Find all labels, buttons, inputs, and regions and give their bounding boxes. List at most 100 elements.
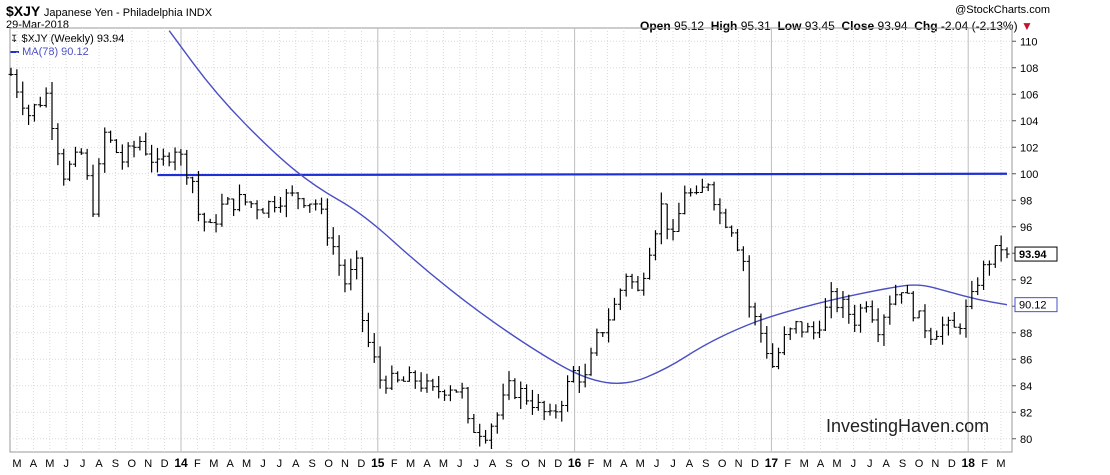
y-tick-label: 86 [1020, 354, 1032, 366]
grid-layer [9, 27, 1013, 453]
high-label: High [710, 19, 738, 33]
x-tick-label: J [867, 458, 873, 470]
y-tick-label: 104 [1020, 116, 1038, 128]
last-price-label: 93.94 [1019, 249, 1047, 261]
x-tick-label: S [112, 458, 119, 470]
x-tick-label: A [686, 458, 694, 470]
x-tick-label: A [883, 458, 891, 470]
chg-label: Chg [914, 19, 938, 33]
resistance-layer [157, 172, 1008, 177]
chart-header: $XJY Japanese Yen - Philadelphia INDX [6, 3, 212, 19]
x-tick-label: F [194, 458, 201, 470]
x-tick-label: F [391, 458, 398, 470]
axis-layer: 80828486889092949698100102104106108110MA… [12, 36, 1038, 470]
y-tick-label: 108 [1020, 63, 1038, 75]
x-tick-label: A [292, 458, 300, 470]
ma-value-box [1014, 297, 1058, 313]
chart-symbol: $XJY [6, 3, 41, 19]
y-tick-label: 82 [1020, 407, 1032, 419]
down-arrow-icon: ▼ [1020, 19, 1033, 33]
ma-layer [168, 30, 1008, 385]
x-tick-label: M [209, 458, 218, 470]
ohlc-readout: Open 95.12 High 95.31 Low 93.45 Close 93… [640, 19, 1033, 33]
x-tick-label: S [702, 458, 709, 470]
x-tick-label: J [80, 458, 86, 470]
x-tick-label: D [554, 458, 562, 470]
x-tick-label: J [851, 458, 857, 470]
x-tick-label: D [161, 458, 169, 470]
y-tick-label: 106 [1020, 89, 1038, 101]
x-tick-label: A [227, 458, 235, 470]
x-tick-label: A [620, 458, 628, 470]
x-tick-label: S [505, 458, 512, 470]
legend: ↧ $XJY (Weekly) 93.94 MA(78) 90.12 [10, 33, 124, 59]
legend-ma-label: MA(78) 90.12 [22, 46, 89, 58]
x-tick-label: O [521, 458, 530, 470]
x-tick-label: J [670, 458, 676, 470]
x-tick-label: J [654, 458, 660, 470]
source-credit: @StockCharts.com [955, 4, 1050, 16]
y-tick-label: 84 [1020, 381, 1032, 393]
x-tick-label: F [784, 458, 791, 470]
y-tick-label: 110 [1020, 36, 1038, 48]
price-bars-layer [8, 67, 1010, 449]
x-tick-label: S [899, 458, 906, 470]
x-tick-label: A [423, 458, 431, 470]
ohlc-bar-icon: ↧ [10, 34, 19, 45]
x-tick-label: S [309, 458, 316, 470]
legend-price: ↧ $XJY (Weekly) 93.94 [10, 33, 124, 46]
x-tick-label: D [751, 458, 759, 470]
x-tick-label: F [981, 458, 988, 470]
low-value: 93.45 [804, 19, 835, 33]
x-tick-label: M [12, 458, 21, 470]
x-tick-label: 15 [371, 456, 385, 470]
plot-frame [9, 27, 1013, 453]
legend-price-label: $XJY (Weekly) 93.94 [21, 33, 125, 45]
y-tick-label: 80 [1020, 434, 1032, 446]
y-tick-label: 100 [1020, 169, 1038, 181]
x-tick-label: O [915, 458, 924, 470]
x-tick-label: M [603, 458, 612, 470]
legend-ma: MA(78) 90.12 [10, 46, 124, 59]
chg-value: -2.04 (-2.13%) [940, 19, 1018, 33]
watermark: InvestingHaven.com [826, 416, 990, 436]
y-tick-label: 96 [1020, 222, 1032, 234]
x-tick-label: N [341, 458, 349, 470]
x-tick-label: N [735, 458, 743, 470]
x-tick-label: M [832, 458, 841, 470]
x-tick-label: 16 [568, 456, 582, 470]
close-label: Close [841, 19, 875, 33]
price-box-layer: 93.94 90.12 [1014, 246, 1058, 313]
x-tick-label: M [996, 458, 1005, 470]
open-label: Open [640, 19, 671, 33]
y-tick-label: 88 [1020, 328, 1032, 340]
chart-description: Japanese Yen - Philadelphia INDX [43, 7, 213, 19]
y-tick-label: 92 [1020, 275, 1032, 287]
close-value: 93.94 [877, 19, 908, 33]
y-tick-label: 102 [1020, 142, 1038, 154]
x-tick-label: M [636, 458, 645, 470]
x-tick-label: N [144, 458, 152, 470]
x-tick-label: M [45, 458, 54, 470]
x-tick-label: M [439, 458, 448, 470]
y-tick-label: 98 [1020, 195, 1032, 207]
line-icon [10, 51, 19, 54]
ma-line [168, 30, 1008, 385]
x-tick-label: O [718, 458, 727, 470]
resistance-line [157, 172, 1008, 177]
high-value: 95.31 [740, 19, 771, 33]
x-tick-label: A [95, 458, 103, 470]
x-tick-label: A [817, 458, 825, 470]
x-tick-label: M [800, 458, 809, 470]
x-tick-label: M [406, 458, 415, 470]
x-tick-label: J [63, 458, 69, 470]
x-tick-label: N [931, 458, 939, 470]
open-value: 95.12 [674, 19, 705, 33]
x-tick-label: M [242, 458, 251, 470]
x-tick-label: 18 [962, 456, 976, 470]
x-tick-label: D [948, 458, 956, 470]
x-tick-label: J [277, 458, 283, 470]
x-tick-label: F [588, 458, 595, 470]
